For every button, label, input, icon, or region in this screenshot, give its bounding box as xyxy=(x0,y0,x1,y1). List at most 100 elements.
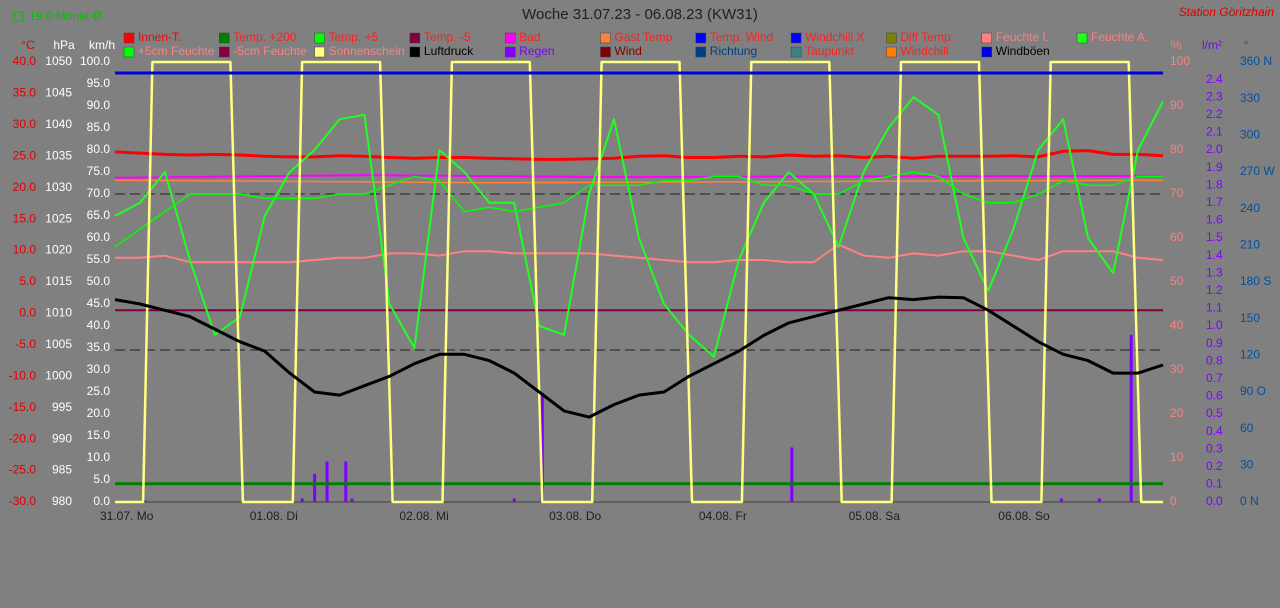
y-tick-label: 50.0 xyxy=(87,274,111,288)
y-tick-label: 1025 xyxy=(45,211,72,225)
y-tick-label: 0.0 xyxy=(1206,494,1223,508)
y-tick-label: 50 xyxy=(1170,274,1184,288)
y-tick-label: 1020 xyxy=(45,243,72,257)
y-tick-label: 2.2 xyxy=(1206,107,1223,121)
series-line xyxy=(115,60,1163,504)
y-tick-label: 240 xyxy=(1240,201,1260,215)
y-tick-label: 1040 xyxy=(45,117,72,131)
y-tick-label: 990 xyxy=(52,431,72,445)
y-tick-label: 65.0 xyxy=(87,208,111,222)
x-tick-label: 03.08. Do xyxy=(549,509,601,523)
y-tick-label: 1005 xyxy=(45,337,72,351)
legend-swatch xyxy=(219,46,230,58)
y-tick-label: 100.0 xyxy=(80,54,110,68)
y-tick-label: -5.0 xyxy=(15,337,36,351)
legend-swatch xyxy=(695,46,707,58)
y-tick-label: 1000 xyxy=(45,368,72,382)
legend-label: -5cm Feuchte xyxy=(233,44,307,58)
y-tick-label: 1045 xyxy=(45,86,72,100)
y-tick-label: 30 xyxy=(1240,458,1254,472)
legend-swatch xyxy=(409,46,421,58)
y-tick-label: 270 W xyxy=(1240,164,1275,178)
legend-swatch xyxy=(886,32,897,44)
y-tick-label: 25.0 xyxy=(13,148,37,162)
rain-bar xyxy=(325,461,329,502)
legend-swatch xyxy=(123,32,135,44)
y-tick-label: 1035 xyxy=(45,148,72,162)
y-tick-label: 1.9 xyxy=(1206,160,1223,174)
y-tick-label: 100 xyxy=(1170,54,1190,68)
y-tick-label: 5.0 xyxy=(93,472,110,486)
series-line xyxy=(114,179,1164,184)
y-tick-label: 30.0 xyxy=(13,117,37,131)
legend-swatch xyxy=(695,32,707,44)
y-tick-label: -15.0 xyxy=(9,400,37,414)
y-tick-label: 0 N xyxy=(1240,494,1259,508)
y-tick-label: 150 xyxy=(1240,311,1260,325)
y-tick-label: 0.3 xyxy=(1206,441,1223,455)
y-tick-label: 75.0 xyxy=(87,164,111,178)
rain-bar xyxy=(143,500,147,502)
y-tick-label: 70 xyxy=(1170,186,1184,200)
y-tick-label: 20.0 xyxy=(87,406,111,420)
legend-swatch xyxy=(314,32,325,44)
y-tick-label: 1030 xyxy=(45,180,72,194)
y-tick-label: 45.0 xyxy=(87,296,111,310)
y-tick-label: 0.6 xyxy=(1206,389,1223,403)
y-tick-label: 300 xyxy=(1240,128,1260,142)
y-tick-label: 20 xyxy=(1170,406,1184,420)
legend-swatch xyxy=(123,46,135,58)
x-tick-label: 02.08. Mi xyxy=(399,509,448,523)
y-tick-label: 180 S xyxy=(1240,274,1271,288)
legend-swatch xyxy=(314,46,325,58)
series-line xyxy=(114,174,1164,179)
y-tick-label: 40 xyxy=(1170,318,1184,332)
y-tick-label: 2.4 xyxy=(1206,72,1223,86)
series-line xyxy=(115,243,1164,264)
y-tick-label: 40.0 xyxy=(87,318,111,332)
x-tick-label: 01.08. Di xyxy=(250,509,298,523)
y-tick-label: 2.3 xyxy=(1206,89,1223,103)
legend-label: Luftdruck xyxy=(424,44,474,58)
y-tick-label: 1.1 xyxy=(1206,301,1223,315)
legend-label: +5cm Feuchte xyxy=(138,44,215,58)
legend-swatch xyxy=(600,32,611,44)
legend-label: Regen xyxy=(519,44,554,58)
rain-bar xyxy=(300,498,304,502)
series-line xyxy=(114,149,1164,161)
chart-title: Woche 31.07.23 - 06.08.23 (KW31) xyxy=(522,6,758,23)
legend-label: Temp. +200 xyxy=(233,30,296,44)
y-tick-label: 1010 xyxy=(45,306,72,320)
y-tick-label: 1.5 xyxy=(1206,230,1223,244)
legend-swatch xyxy=(600,46,611,58)
legend-label: Sonnenschein xyxy=(329,44,405,58)
rain-bar xyxy=(1097,498,1101,502)
legend-swatch xyxy=(790,32,802,44)
legend-label: Taupunkt xyxy=(805,44,854,58)
y-tick-label: 35.0 xyxy=(87,340,111,354)
legend-label: Wind xyxy=(615,44,642,58)
y-tick-label: 1.3 xyxy=(1206,265,1223,279)
rain-bar xyxy=(350,498,354,502)
y-tick-label: 10.0 xyxy=(13,243,37,257)
y-tick-label: 0.1 xyxy=(1206,477,1223,491)
y-tick-label: 15.0 xyxy=(13,211,37,225)
legend-label: Feuchte A. xyxy=(1091,30,1148,44)
y-tick-label: 0 xyxy=(1170,494,1177,508)
legend-swatch xyxy=(981,32,992,44)
y-tick-label: 1.0 xyxy=(1206,318,1223,332)
y-tick-label: -25.0 xyxy=(9,463,37,477)
axis-title: km/h xyxy=(89,38,115,52)
y-tick-label: 1050 xyxy=(45,54,72,68)
y-tick-label: 85.0 xyxy=(87,120,111,134)
legend-label: Windböen xyxy=(996,44,1050,58)
y-tick-label: 1.7 xyxy=(1206,195,1223,209)
y-tick-label: 0.8 xyxy=(1206,353,1223,367)
legend-swatch xyxy=(981,46,992,58)
rain-bar xyxy=(1059,498,1063,502)
y-tick-label: 55.0 xyxy=(87,252,111,266)
y-tick-label: 210 xyxy=(1240,238,1260,252)
y-tick-label: 20.0 xyxy=(13,180,37,194)
y-tick-label: 60 xyxy=(1170,230,1184,244)
series-line xyxy=(114,96,1164,358)
